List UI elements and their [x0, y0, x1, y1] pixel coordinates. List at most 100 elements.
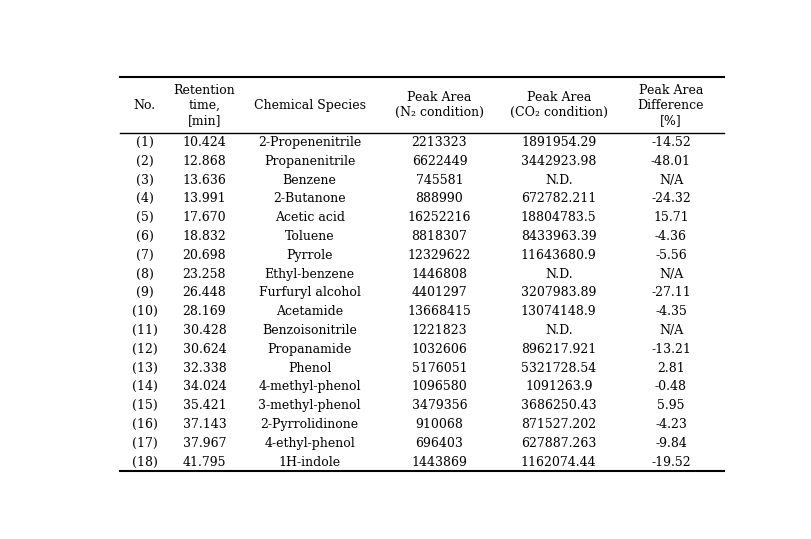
Text: 910068: 910068: [415, 418, 463, 431]
Text: 672782.211: 672782.211: [521, 192, 596, 205]
Text: 18804783.5: 18804783.5: [521, 211, 597, 224]
Text: 28.169: 28.169: [182, 305, 226, 318]
Text: -4.23: -4.23: [655, 418, 687, 431]
Text: 5.95: 5.95: [657, 399, 684, 412]
Text: 13074148.9: 13074148.9: [521, 305, 597, 318]
Text: 26.448: 26.448: [182, 286, 226, 299]
Text: Peak Area
Difference
[%]: Peak Area Difference [%]: [637, 84, 704, 127]
Text: 745581: 745581: [416, 174, 463, 186]
Text: Toluene: Toluene: [285, 230, 334, 243]
Text: 13.991: 13.991: [182, 192, 226, 205]
Text: N.D.: N.D.: [545, 174, 573, 186]
Text: Retention
time,
[min]: Retention time, [min]: [174, 84, 235, 127]
Text: (10): (10): [132, 305, 157, 318]
Text: 37.143: 37.143: [182, 418, 226, 431]
Text: N.D.: N.D.: [545, 324, 573, 337]
Text: -5.56: -5.56: [655, 249, 687, 262]
Text: (3): (3): [136, 174, 154, 186]
Text: -4.35: -4.35: [655, 305, 687, 318]
Text: (5): (5): [136, 211, 153, 224]
Text: 8818307: 8818307: [411, 230, 467, 243]
Text: 627887.263: 627887.263: [521, 437, 596, 450]
Text: 34.024: 34.024: [182, 381, 226, 393]
Text: 10.424: 10.424: [182, 136, 226, 149]
Text: 1096580: 1096580: [412, 381, 467, 393]
Text: 2-Propenenitrile: 2-Propenenitrile: [258, 136, 361, 149]
Text: -48.01: -48.01: [651, 155, 691, 168]
Text: -19.52: -19.52: [651, 455, 691, 468]
Text: 6622449: 6622449: [412, 155, 467, 168]
Text: 3686250.43: 3686250.43: [521, 399, 597, 412]
Text: 8433963.39: 8433963.39: [521, 230, 597, 243]
Text: 4-methyl-phenol: 4-methyl-phenol: [259, 381, 361, 393]
Text: 12329622: 12329622: [408, 249, 471, 262]
Text: No.: No.: [134, 99, 156, 112]
Text: 2-Butanone: 2-Butanone: [273, 192, 346, 205]
Text: (4): (4): [136, 192, 154, 205]
Text: (7): (7): [136, 249, 153, 262]
Text: N/A: N/A: [659, 174, 683, 186]
Text: N/A: N/A: [659, 267, 683, 281]
Text: 1443869: 1443869: [411, 455, 467, 468]
Text: 15.71: 15.71: [653, 211, 689, 224]
Text: Benzene: Benzene: [283, 174, 337, 186]
Text: Ethyl-benzene: Ethyl-benzene: [264, 267, 354, 281]
Text: 20.698: 20.698: [182, 249, 226, 262]
Text: N.D.: N.D.: [545, 267, 573, 281]
Text: (6): (6): [136, 230, 154, 243]
Text: Propanamide: Propanamide: [268, 343, 352, 356]
Text: 17.670: 17.670: [182, 211, 226, 224]
Text: Phenol: Phenol: [288, 362, 332, 375]
Text: 2-Pyrrolidinone: 2-Pyrrolidinone: [260, 418, 358, 431]
Text: 12.868: 12.868: [182, 155, 226, 168]
Text: (2): (2): [136, 155, 153, 168]
Text: (14): (14): [132, 381, 157, 393]
Text: Peak Area
(N₂ condition): Peak Area (N₂ condition): [395, 91, 484, 119]
Text: Propanenitrile: Propanenitrile: [264, 155, 355, 168]
Text: 888990: 888990: [415, 192, 463, 205]
Text: -24.32: -24.32: [651, 192, 691, 205]
Text: 41.795: 41.795: [182, 455, 226, 468]
Text: 37.967: 37.967: [182, 437, 226, 450]
Text: 18.832: 18.832: [182, 230, 226, 243]
Text: (1): (1): [136, 136, 154, 149]
Text: -27.11: -27.11: [651, 286, 691, 299]
Text: 2213323: 2213323: [412, 136, 467, 149]
Text: (15): (15): [132, 399, 157, 412]
Text: 1H-indole: 1H-indole: [279, 455, 341, 468]
Text: 1891954.29: 1891954.29: [521, 136, 596, 149]
Text: 5176051: 5176051: [412, 362, 467, 375]
Text: (8): (8): [136, 267, 154, 281]
Text: 3479356: 3479356: [412, 399, 467, 412]
Text: 5321728.54: 5321728.54: [521, 362, 596, 375]
Text: Chemical Species: Chemical Species: [254, 99, 366, 112]
Text: 1032606: 1032606: [411, 343, 467, 356]
Text: N/A: N/A: [659, 324, 683, 337]
Text: 16252216: 16252216: [408, 211, 471, 224]
Text: (16): (16): [132, 418, 157, 431]
Text: Pyrrole: Pyrrole: [286, 249, 333, 262]
Text: 23.258: 23.258: [182, 267, 226, 281]
Text: 1162074.44: 1162074.44: [521, 455, 597, 468]
Text: -4.36: -4.36: [655, 230, 687, 243]
Text: 30.624: 30.624: [182, 343, 226, 356]
Text: Peak Area
(CO₂ condition): Peak Area (CO₂ condition): [510, 91, 607, 119]
Text: -13.21: -13.21: [651, 343, 691, 356]
Text: (17): (17): [132, 437, 157, 450]
Text: 3-methyl-phenol: 3-methyl-phenol: [259, 399, 361, 412]
Text: 13.636: 13.636: [182, 174, 226, 186]
Text: -0.48: -0.48: [655, 381, 687, 393]
Text: Acetamide: Acetamide: [276, 305, 343, 318]
Text: Acetic acid: Acetic acid: [275, 211, 345, 224]
Text: 11643680.9: 11643680.9: [521, 249, 597, 262]
Text: 3442923.98: 3442923.98: [521, 155, 596, 168]
Text: 35.421: 35.421: [182, 399, 226, 412]
Text: 4401297: 4401297: [412, 286, 467, 299]
Text: (11): (11): [132, 324, 157, 337]
Text: 32.338: 32.338: [182, 362, 226, 375]
Text: (13): (13): [132, 362, 157, 375]
Text: -9.84: -9.84: [655, 437, 687, 450]
Text: Benzoisonitrile: Benzoisonitrile: [262, 324, 357, 337]
Text: 3207983.89: 3207983.89: [521, 286, 596, 299]
Text: 30.428: 30.428: [182, 324, 226, 337]
